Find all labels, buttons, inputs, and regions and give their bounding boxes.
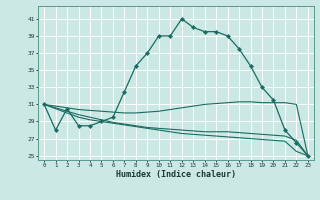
X-axis label: Humidex (Indice chaleur): Humidex (Indice chaleur) [116, 170, 236, 179]
